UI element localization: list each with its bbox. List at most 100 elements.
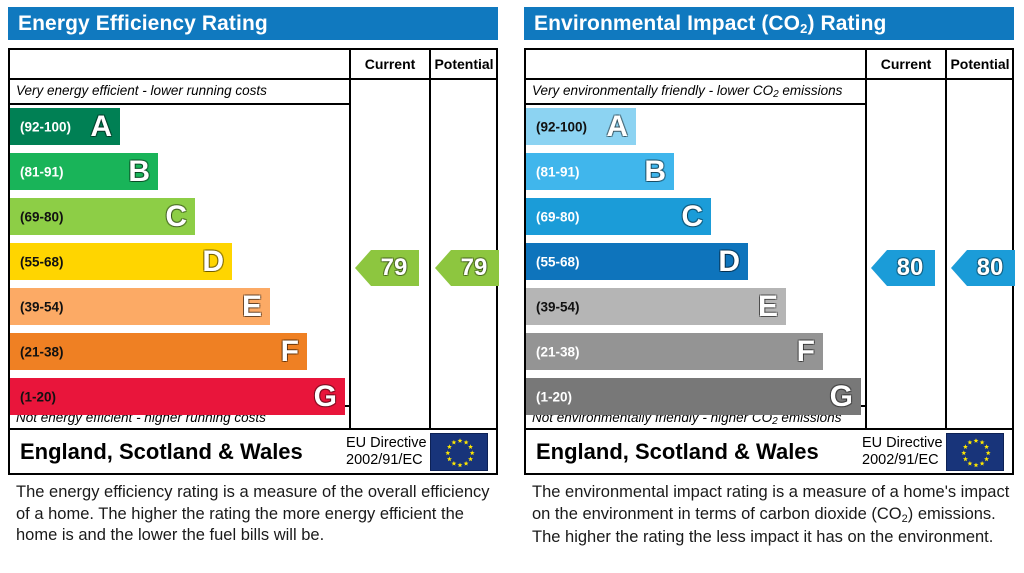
band-letter-g: G [829, 379, 853, 413]
band-letter-b: B [644, 154, 666, 188]
current-rating-value: 79 [380, 254, 408, 281]
chart-title-bar: Environmental Impact (CO2) Rating [524, 7, 1014, 40]
rating-band-f: (21-38) F [10, 333, 307, 370]
band-range-label: (69-80) [536, 209, 580, 224]
band-letter-b: B [128, 154, 150, 188]
current-rating-arrow: 79 [355, 250, 419, 286]
column-divider-2 [429, 50, 431, 473]
current-rating-value: 80 [896, 254, 924, 281]
band-range-label: (81-91) [20, 164, 64, 179]
rating-table: Current Potential Very energy efficient - … [8, 48, 499, 475]
co2-subscript: 2 [772, 416, 778, 427]
band-letter-e: E [757, 289, 778, 323]
table-header-row [526, 50, 1012, 80]
banner-divider-top [526, 103, 865, 105]
rating-band-b: (81-91) B [526, 153, 674, 190]
band-letter-a: A [606, 109, 628, 143]
eu-directive-label: EU Directive 2002/91/EC [346, 435, 427, 469]
chart-title-text: Environmental Impact (CO [534, 12, 801, 35]
band-range-label: (92-100) [536, 119, 588, 134]
band-range-label: (21-38) [20, 344, 64, 359]
band-range-label: (39-54) [20, 299, 64, 314]
band-letter-c: C [681, 199, 703, 233]
co2-subscript: 2 [901, 512, 908, 525]
column-divider-1 [865, 50, 867, 473]
band-letter-g: G [313, 379, 337, 413]
country-label: England, Scotland & Wales [20, 438, 303, 464]
rating-band-c: (69-80) C [526, 198, 711, 235]
rating-band-g: (1-20) G [526, 378, 861, 415]
description-text-cont: ) emissions. The higher the rating the l… [532, 504, 996, 547]
chart-title-bar: Energy Efficiency Rating [8, 7, 498, 40]
rating-band-b: (81-91) B [10, 153, 158, 190]
rating-band-f: (21-38) F [526, 333, 823, 370]
band-range-label: (69-80) [20, 209, 64, 224]
rating-band-e: (39-54) E [10, 288, 270, 325]
environmental-impact-chart: Environmental Impact (CO2) Rating Current… [516, 0, 1022, 573]
table-header-row [10, 50, 496, 80]
eu-directive-line2: 2002/91/EC [862, 451, 939, 468]
potential-rating-value: 79 [460, 254, 488, 281]
band-letter-f: F [280, 334, 299, 368]
eu-directive-line1: EU Directive [862, 434, 943, 451]
banner-top: Very environmentally friendly - lower CO… [532, 83, 843, 100]
eu-directive-label: EU Directive 2002/91/EC [862, 435, 943, 469]
rating-table: Current Potential Very environmentally fri… [524, 48, 1015, 475]
chart-description: The energy efficiency rating is a measur… [16, 482, 496, 547]
eu-flag-icon [430, 432, 488, 471]
banner-top-text: Very energy efficient - lower running co… [16, 83, 267, 98]
chart-footer: England, Scotland & Wales EU Directive 200… [524, 428, 1014, 475]
current-rating-arrow: 80 [871, 250, 935, 286]
chart-title-suffix: ) Rating [807, 12, 887, 35]
rating-band-a: (92-100) A [10, 108, 120, 145]
potential-rating-arrow: 80 [951, 250, 1015, 286]
band-letter-f: F [796, 334, 815, 368]
column-header-current: Current [880, 56, 932, 72]
description-text: The energy efficiency rating is a measur… [16, 483, 490, 544]
eu-directive-line2: 2002/91/EC [346, 451, 423, 468]
chart-footer: England, Scotland & Wales EU Directive 200… [8, 428, 498, 475]
band-range-label: (81-91) [536, 164, 580, 179]
column-divider-1 [349, 50, 351, 473]
band-range-label: (1-20) [20, 389, 57, 404]
chart-description: The environmental impact rating is a mea… [532, 482, 1012, 549]
band-letter-a: A [90, 109, 112, 143]
band-letter-d: D [202, 244, 224, 278]
potential-rating-value: 80 [976, 254, 1004, 281]
rating-band-d: (55-68) D [10, 243, 232, 280]
rating-band-e: (39-54) E [526, 288, 786, 325]
eu-flag-icon [946, 432, 1004, 471]
column-header-potential: Potential [434, 56, 494, 72]
co2-subscript: 2 [800, 21, 808, 36]
description-text: The environmental impact rating is a mea… [532, 483, 1010, 523]
band-range-label: (92-100) [20, 119, 72, 134]
banner-divider-top [10, 103, 349, 105]
column-header-potential: Potential [950, 56, 1010, 72]
band-letter-d: D [718, 244, 740, 278]
banner-top-text: Very environmentally friendly - lower CO [532, 83, 774, 98]
rating-bands: (92-100) A (81-91) B (69-80) C (55-68) D (39-54)… [526, 105, 1015, 415]
column-divider-2 [945, 50, 947, 473]
rating-band-g: (1-20) G [10, 378, 345, 415]
eu-directive-line1: EU Directive [346, 434, 427, 451]
chart-title-text: Energy Efficiency Rating [18, 12, 268, 35]
column-header-current: Current [364, 56, 416, 72]
band-range-label: (55-68) [20, 254, 64, 269]
band-letter-c: C [165, 199, 187, 233]
band-range-label: (1-20) [536, 389, 573, 404]
rating-band-a: (92-100) A [526, 108, 636, 145]
band-letter-e: E [241, 289, 262, 323]
band-range-label: (55-68) [536, 254, 580, 269]
country-label: England, Scotland & Wales [536, 438, 819, 464]
rating-band-d: (55-68) D [526, 243, 748, 280]
banner-top: Very energy efficient - lower running co… [16, 83, 267, 98]
co2-subscript: 2 [773, 89, 779, 100]
band-range-label: (39-54) [536, 299, 580, 314]
rating-band-c: (69-80) C [10, 198, 195, 235]
band-range-label: (21-38) [536, 344, 580, 359]
banner-top-suffix: emissions [778, 83, 843, 98]
energy-efficiency-chart: Energy Efficiency Rating Current Potential… [0, 0, 506, 573]
rating-bands: (92-100) A (81-91) B (69-80) C (55-68) D (39-54)… [10, 105, 499, 415]
potential-rating-arrow: 79 [435, 250, 499, 286]
